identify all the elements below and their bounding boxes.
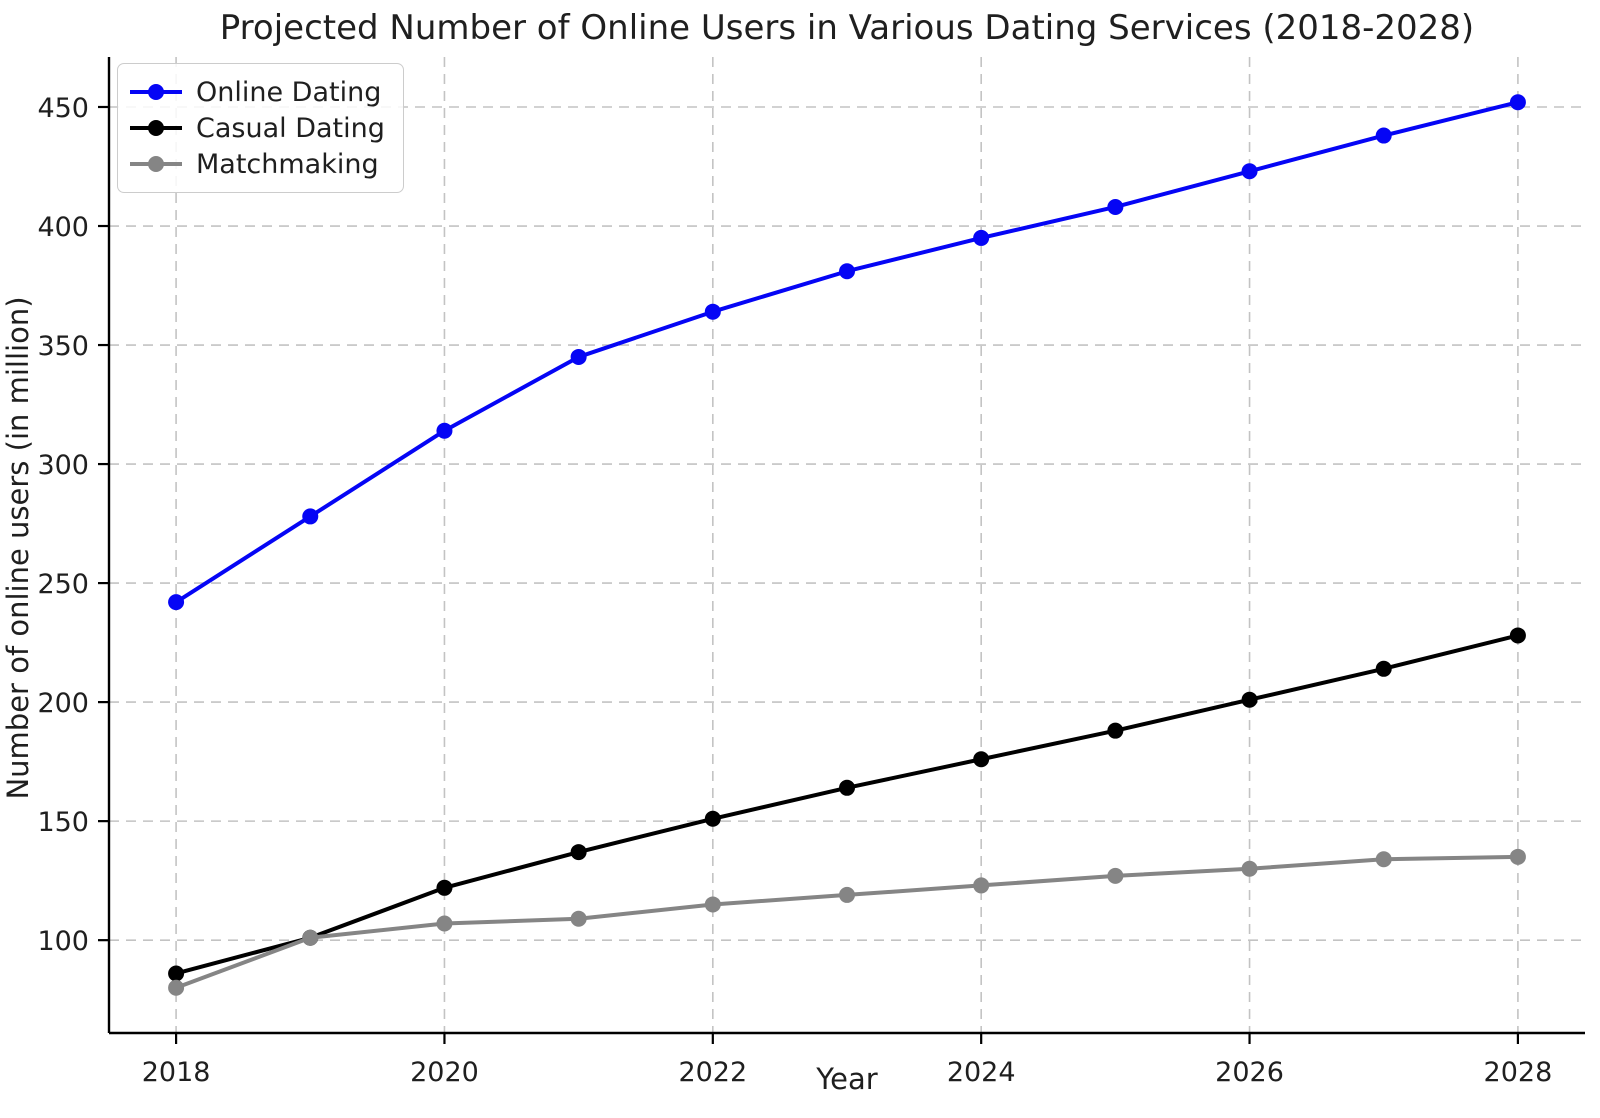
x-tick-label: 2024 (947, 1057, 1016, 1088)
data-point (1509, 627, 1526, 644)
legend-line-marker-icon (130, 156, 182, 172)
data-point (1241, 691, 1258, 708)
x-tick-label: 2028 (1484, 1057, 1553, 1088)
y-tick-label: 350 (37, 331, 89, 362)
legend-label: Matchmaking (196, 148, 379, 180)
legend-line-marker-icon (130, 84, 182, 100)
data-point (1107, 867, 1124, 884)
series-line-matchmaking (174, 854, 1520, 990)
data-point (1375, 851, 1392, 868)
data-point (302, 929, 319, 946)
y-tick-label: 450 (37, 93, 89, 124)
y-axis-label: Number of online users (in million) (1, 296, 35, 800)
data-point (839, 886, 855, 903)
data-point (1375, 660, 1392, 677)
data-point (302, 508, 319, 525)
data-point (1509, 848, 1526, 865)
legend-line-marker-icon (130, 120, 182, 136)
data-point (436, 879, 453, 896)
data-point (570, 348, 587, 365)
data-point (973, 877, 990, 894)
data-point (704, 303, 721, 320)
chart-title: Projected Number of Online Users in Vari… (219, 8, 1475, 48)
y-tick-label: 300 (37, 450, 89, 481)
data-point (1107, 198, 1124, 215)
y-tick-label: 400 (37, 212, 89, 243)
data-point (168, 965, 185, 982)
data-point (1509, 94, 1526, 111)
data-point (570, 844, 587, 861)
legend-label: Online Dating (196, 76, 382, 108)
x-tick-label: 2020 (410, 1057, 479, 1088)
x-axis-label: Year (816, 1062, 878, 1096)
data-point (704, 896, 721, 913)
data-point (168, 594, 185, 611)
data-point (436, 422, 453, 439)
legend-item-casual-dating: Casual Dating (130, 110, 385, 146)
y-tick-label: 150 (37, 807, 89, 838)
data-point (839, 779, 855, 796)
data-point (1241, 860, 1258, 877)
data-point (1375, 127, 1392, 144)
y-tick-label: 100 (37, 926, 89, 957)
y-tick-label: 200 (37, 688, 89, 719)
data-point (570, 910, 587, 927)
data-point (436, 915, 453, 932)
x-tick-label: 2026 (1215, 1057, 1284, 1088)
data-point (973, 229, 990, 246)
data-point (973, 751, 990, 768)
legend: Online Dating Casual Dating Matchmaking (117, 63, 404, 193)
series-line-casual-dating (174, 633, 1520, 976)
data-point (704, 810, 721, 827)
data-point (839, 263, 855, 280)
x-tick-label: 2018 (142, 1057, 211, 1088)
y-tick-label: 250 (37, 569, 89, 600)
legend-label: Casual Dating (196, 112, 385, 144)
legend-item-online-dating: Online Dating (130, 74, 385, 110)
x-tick-label: 2022 (678, 1057, 747, 1088)
data-point (168, 979, 185, 996)
data-point (1241, 163, 1258, 180)
data-point (1107, 722, 1124, 739)
legend-item-matchmaking: Matchmaking (130, 146, 385, 182)
